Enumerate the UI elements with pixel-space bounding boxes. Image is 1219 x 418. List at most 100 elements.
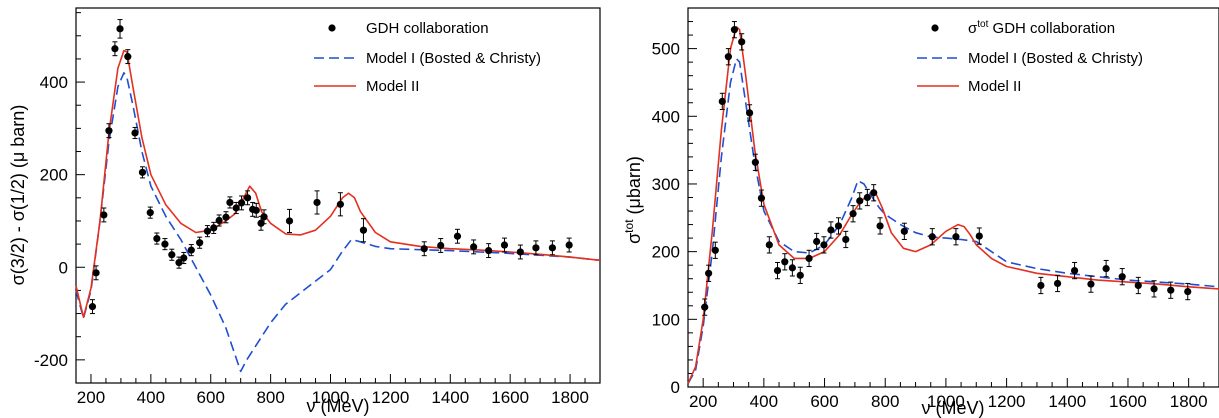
data-point [437, 241, 445, 250]
x-tick-label: 1400 [431, 388, 469, 407]
data-point [834, 222, 843, 230]
y-tick-label: 100 [652, 310, 680, 329]
data-point [705, 269, 713, 277]
data-point [1184, 287, 1192, 296]
x-tick-label: 200 [77, 388, 105, 407]
data-point [175, 259, 183, 267]
data-point [773, 266, 782, 275]
data-point [796, 271, 804, 279]
data-point [285, 217, 294, 225]
right-x-axis-label: ν (MeV) [922, 398, 985, 418]
data-point [928, 233, 936, 241]
right-legend: σtot GDH collaboration Model I (Bosted &… [917, 19, 1143, 95]
x-tick-label: 1800 [551, 388, 589, 407]
data-point [180, 254, 188, 262]
data-point [111, 45, 119, 53]
data-point [1167, 286, 1175, 294]
x-tick-label: 400 [137, 388, 165, 407]
data-point [757, 194, 766, 202]
right-data-points [701, 21, 1192, 316]
data-point [718, 97, 726, 105]
plot-frame-left [75, 7, 601, 384]
data-point [500, 241, 509, 249]
panel-left: -200 0 200 400 200 400 600 800 1000 1200 1400 1600… [8, 7, 601, 416]
data-point [252, 206, 260, 214]
left-model-curves [75, 49, 601, 373]
data-point [1087, 280, 1095, 288]
left-data-points [88, 19, 573, 315]
left-x-ticks: 200 400 600 800 1000 1200 1400 1600 1800 [75, 374, 601, 407]
right-y-axis-sigma: σ [624, 233, 644, 244]
data-point [813, 237, 821, 246]
left-x-axis-label: ν (MeV) [307, 396, 370, 416]
data-point [153, 234, 161, 243]
data-point [781, 258, 789, 266]
right-x-ticks: 200 400 600 800 1000 1200 1400 1600 1800 [687, 378, 1219, 411]
data-point [745, 109, 754, 117]
x-tick-label: 400 [750, 392, 778, 411]
data-point [420, 245, 428, 253]
data-point [1134, 281, 1142, 290]
data-point [788, 264, 796, 272]
data-point [237, 199, 246, 207]
x-tick-label: 1200 [371, 388, 409, 407]
x-tick-label: 1600 [491, 388, 529, 407]
right-legend-point-marker [931, 24, 939, 32]
x-tick-label: 1400 [1048, 392, 1086, 411]
x-tick-label: 600 [810, 392, 838, 411]
left-y-ticks: -200 0 200 400 [34, 12, 85, 384]
data-point [100, 211, 108, 219]
data-point [738, 38, 746, 46]
right-legend-sup: tot [977, 19, 988, 30]
data-point [516, 248, 524, 256]
data-point [187, 246, 195, 254]
data-point [260, 213, 268, 221]
right-y-axis-label: σtot (μbarn) [622, 156, 644, 244]
data-point [827, 226, 835, 234]
data-point [1102, 264, 1110, 273]
data-point [724, 53, 732, 61]
data-point [196, 239, 204, 247]
data-point [1118, 273, 1126, 281]
right-legend-points-label: σtot GDH collaboration [968, 19, 1115, 37]
model-1-curve [687, 58, 1219, 384]
right-legend-model1-label: Model I (Bosted & Christy) [968, 50, 1143, 67]
data-point [900, 227, 908, 235]
right-y-ticks: 0 100 200 300 400 500 [652, 7, 697, 397]
y-tick-label: 0 [671, 378, 680, 397]
x-tick-label: 800 [256, 388, 284, 407]
data-point [856, 197, 864, 205]
data-point [131, 129, 139, 137]
data-point [751, 158, 759, 166]
y-tick-label: 400 [40, 73, 68, 92]
data-point [138, 168, 147, 176]
left-legend-points-label: GDH collaboration [366, 20, 489, 37]
data-point [336, 200, 344, 208]
data-point [842, 235, 850, 244]
data-point [711, 246, 719, 254]
data-point [863, 193, 871, 202]
data-point [257, 219, 265, 227]
data-point [470, 243, 478, 251]
x-tick-label: 1800 [1170, 392, 1208, 411]
data-point [168, 251, 176, 259]
data-point [226, 198, 234, 207]
data-point [1150, 285, 1158, 293]
data-point [92, 269, 100, 277]
panel-right: 0 100 200 300 400 500 200 400 600 800 1000 1200 140… [622, 7, 1219, 418]
data-point [88, 303, 97, 311]
data-point [1070, 266, 1079, 275]
data-point [975, 232, 983, 240]
data-point [222, 213, 230, 221]
x-tick-label: 600 [197, 388, 225, 407]
x-tick-label: 1200 [988, 392, 1026, 411]
y-tick-label: 400 [652, 107, 680, 126]
data-point [765, 241, 773, 249]
data-point [210, 224, 218, 232]
data-point [876, 222, 884, 230]
right-legend-sigma: σ [968, 20, 978, 37]
right-y-axis-rest: (μbarn) [624, 156, 644, 219]
data-point [849, 210, 857, 218]
data-point [161, 240, 169, 248]
left-legend-model1-label: Model I (Bosted & Christy) [366, 50, 541, 67]
